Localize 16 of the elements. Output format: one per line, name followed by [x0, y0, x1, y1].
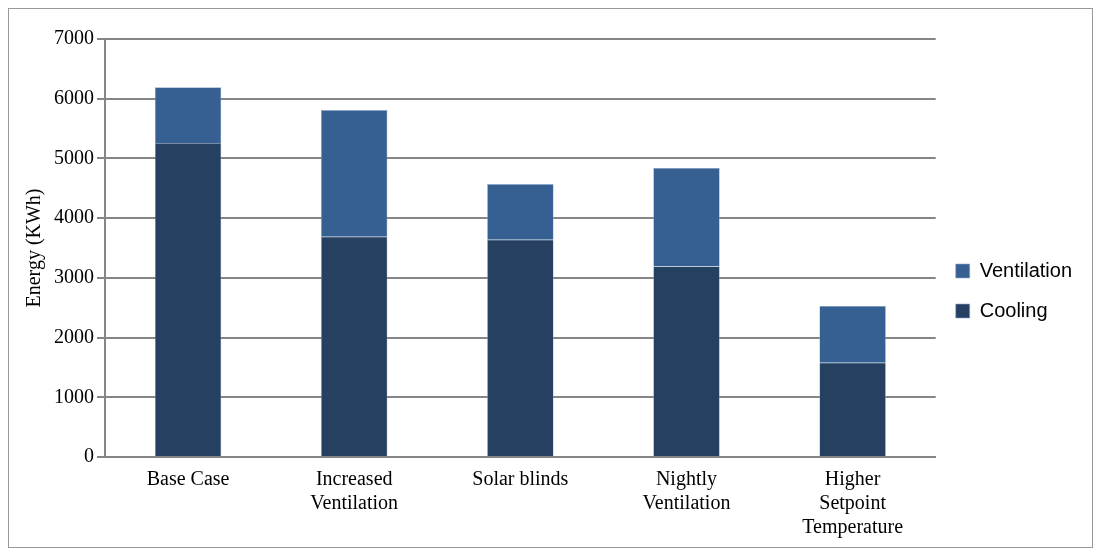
y-tick-label: 5000	[54, 145, 94, 168]
y-tick-label: 1000	[54, 384, 94, 407]
y-tick-label: 7000	[54, 26, 94, 49]
x-tick-label: Base Case	[146, 467, 230, 490]
y-tick-label: 0	[84, 444, 94, 467]
x-tick-label: Nightly Ventilation	[642, 467, 731, 514]
y-axis-title: Energy (KWh)	[22, 188, 46, 308]
y-tick-label: 3000	[54, 265, 94, 288]
y-tick-label: 4000	[54, 205, 94, 228]
legend-label: Ventilation	[979, 258, 1072, 281]
y-tick-label: 6000	[54, 85, 94, 108]
x-tick-label: Increased Ventilation	[310, 467, 399, 514]
x-tick-label: Higher Setpoint Temperature	[802, 467, 904, 539]
x-tick-label: Solar blinds	[472, 467, 569, 490]
y-tick-label: 2000	[54, 324, 94, 347]
legend-label: Cooling	[979, 298, 1048, 321]
